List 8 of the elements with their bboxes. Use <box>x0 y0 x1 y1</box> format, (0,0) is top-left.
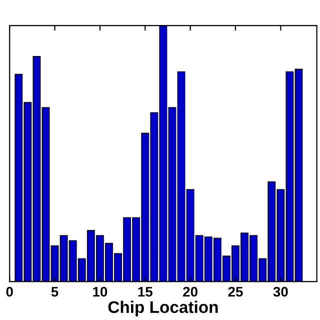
x-tick-label: 20 <box>183 286 198 297</box>
x-tick-label: 25 <box>228 286 243 297</box>
x-axis-title: Chip Location <box>108 300 218 316</box>
x-tick-label: 15 <box>138 286 152 297</box>
x-tick-label: 5 <box>51 286 58 297</box>
x-tick-label: 10 <box>93 286 108 297</box>
x-tick-label: 0 <box>6 286 13 297</box>
x-tick-label: 30 <box>273 286 288 297</box>
